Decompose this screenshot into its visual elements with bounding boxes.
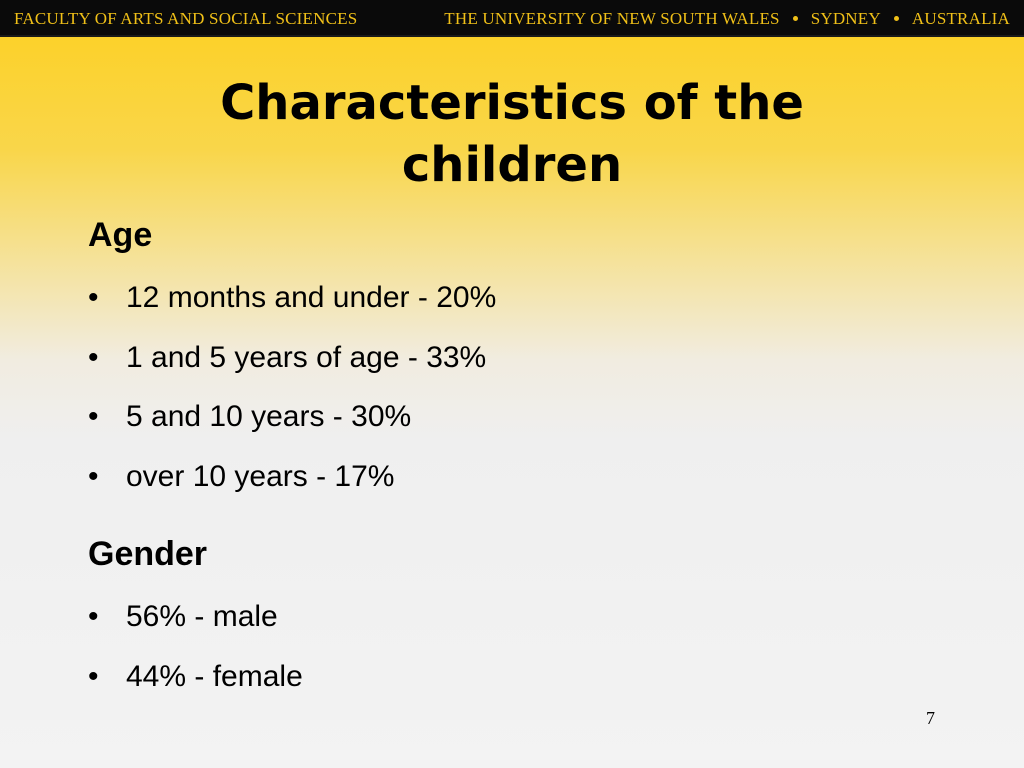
age-bullet-list: • 12 months and under - 20% • 1 and 5 ye… — [88, 280, 496, 518]
country-name: AUSTRALIA — [911, 9, 1010, 28]
list-item: • 5 and 10 years - 30% — [88, 399, 496, 459]
list-item: • over 10 years - 17% — [88, 459, 496, 519]
university-location: THE UNIVERSITY OF NEW SOUTH WALES SYDNEY A… — [444, 9, 1010, 29]
bullet-icon: • — [88, 600, 99, 633]
bullet-icon: • — [88, 340, 99, 374]
page-number: 7 — [926, 708, 935, 728]
list-item: • 1 and 5 years of age - 33% — [88, 340, 496, 400]
list-item-text: over 10 years - 17% — [126, 459, 395, 493]
bullet-icon: • — [88, 400, 99, 433]
bullet-icon: • — [88, 281, 99, 314]
list-item-text: 44% - female — [126, 659, 303, 693]
list-item-text: 12 months and under - 20% — [126, 281, 497, 314]
gender-section-heading: Gender — [88, 535, 208, 573]
list-item: • 44% - female — [88, 659, 303, 719]
city-name: SYDNEY — [810, 9, 881, 28]
bullet-icon: • — [88, 659, 99, 693]
separator-dot-icon — [792, 16, 798, 21]
slide-title-line-2: children — [401, 137, 623, 193]
list-item-text: 5 and 10 years - 30% — [126, 400, 412, 433]
list-item: • 56% - male — [88, 599, 303, 659]
bullet-icon: • — [88, 459, 99, 493]
separator-dot-icon — [893, 16, 899, 21]
slide-title: Characteristics of the children — [112, 72, 912, 196]
university-name: THE UNIVERSITY OF NEW SOUTH WALES — [444, 9, 780, 28]
gender-bullet-list: • 56% - male • 44% - female — [88, 599, 303, 718]
faculty-name: FACULTY OF ARTS AND SOCIAL SCIENCES — [14, 9, 358, 28]
list-item-text: 1 and 5 years of age - 33% — [126, 340, 487, 374]
list-item-text: 56% - male — [126, 600, 278, 633]
list-item: • 12 months and under - 20% — [88, 280, 496, 340]
slide-title-line-1: Characteristics of the — [220, 75, 804, 131]
age-section-heading: Age — [88, 216, 153, 254]
university-banner: FACULTY OF ARTS AND SOCIAL SCIENCES THE … — [0, 0, 1024, 37]
